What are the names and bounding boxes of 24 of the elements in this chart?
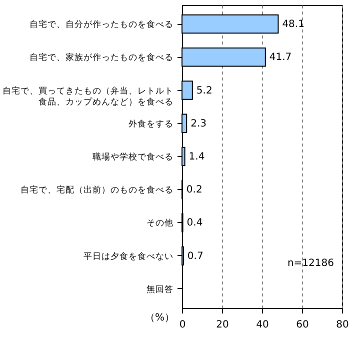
data-label: 1.4 (188, 152, 205, 162)
y-tick-label: 外食をする (128, 118, 174, 130)
data-label: 2.3 (190, 118, 207, 130)
data-label: 5.2 (196, 85, 212, 96)
y-tick-label: 自宅で、家族が作ったものを食べる (30, 52, 174, 64)
x-tick-label: 20 (216, 320, 229, 330)
x-tick-label: 60 (296, 320, 309, 330)
y-tick-label: 自宅で、自分が作ったものを食べる (30, 19, 174, 30)
data-label: 0.4 (186, 218, 203, 229)
x-tick-label: 80 (336, 320, 349, 330)
x-tick-label: 0 (179, 320, 186, 330)
annotation: n=12186 (287, 258, 334, 269)
y-tick-label: 職場や学校で食べる (92, 152, 174, 162)
data-label: 48.1 (282, 19, 304, 30)
x-axis-title: （%） (144, 312, 174, 324)
x-tick-label: 40 (256, 320, 269, 330)
data-label: 0.2 (186, 184, 202, 196)
data-label: 41.7 (269, 52, 292, 64)
y-tick-label: 自宅で、買ってきたもの（弁当、レトルト食品、カップめんなど）を食べる (2, 85, 174, 108)
y-tick-label: 無回答 (146, 284, 174, 295)
y-tick-label: 自宅で、宅配（出前）のものを食べる (20, 184, 174, 196)
y-tick-label: その他 (146, 218, 174, 229)
y-tick-label: 平日は夕食を食べない (84, 250, 174, 262)
data-label: 0.7 (187, 250, 204, 262)
